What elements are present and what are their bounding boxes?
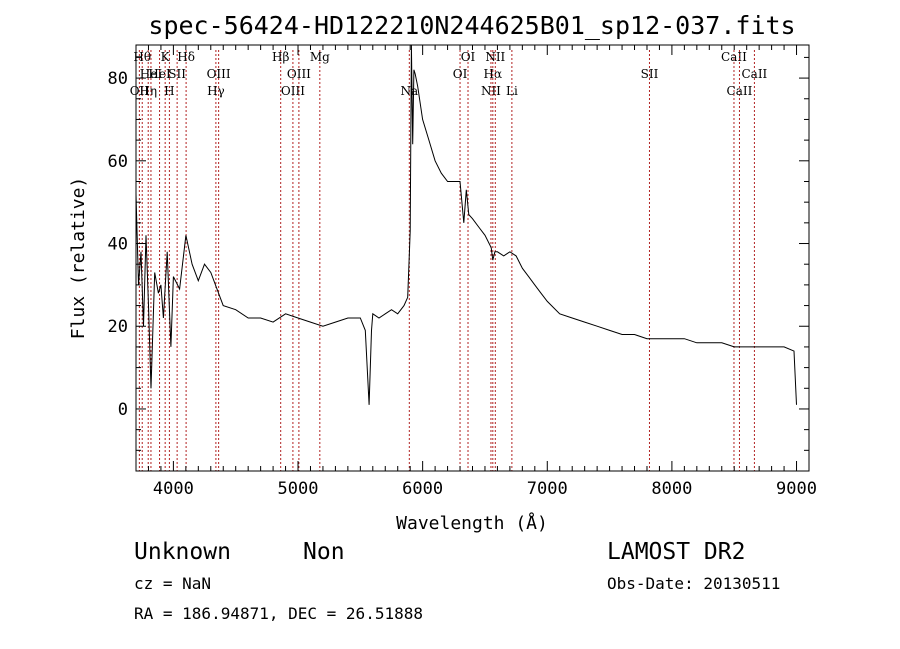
y-tick-label: 20 bbox=[108, 317, 128, 337]
obs-date: Obs-Date: 20130511 bbox=[607, 574, 780, 593]
spectral-line-label: OI bbox=[453, 67, 468, 81]
spectral-line-label: SII bbox=[168, 67, 186, 81]
y-tick-label: 0 bbox=[118, 400, 128, 420]
subclass-label: Non bbox=[303, 539, 345, 565]
x-tick-label: 6000 bbox=[402, 479, 443, 499]
y-tick-label: 60 bbox=[108, 152, 128, 172]
y-tick-label: 80 bbox=[108, 69, 128, 89]
spectral-line-label: Li bbox=[506, 84, 518, 98]
spectral-line-label: OII bbox=[130, 84, 150, 98]
coordinates: RA = 186.94871, DEC = 26.51888 bbox=[134, 604, 423, 623]
spectral-line-label: Hγ bbox=[207, 84, 225, 98]
x-tick-label: 4000 bbox=[153, 479, 194, 499]
axis-ticks-layer: 4000 5000 6000 7000 8000 9000 0 20 40 60 80 bbox=[108, 45, 817, 499]
x-tick-label: 8000 bbox=[651, 479, 692, 499]
spectrum-layer bbox=[135, 44, 797, 405]
plot-frame bbox=[135, 44, 810, 472]
y-axis-label: Flux (relative) bbox=[68, 177, 89, 340]
x-tick-label: 7000 bbox=[527, 479, 568, 499]
spectral-line-label: OI bbox=[461, 50, 476, 64]
survey-label: LAMOST DR2 bbox=[607, 539, 745, 565]
redshift-cz: cz = NaN bbox=[134, 574, 211, 593]
x-tick-label: 5000 bbox=[278, 479, 319, 499]
spectral-line-label: Mg bbox=[310, 50, 330, 64]
x-tick-label: 9000 bbox=[776, 479, 817, 499]
spectral-line-label: Hβ bbox=[272, 50, 289, 64]
spectrum-series-line bbox=[135, 44, 797, 405]
spectral-line-label: NII bbox=[481, 84, 501, 98]
spectral-line-label: HeI bbox=[140, 67, 163, 81]
spectral-line-label: Hθ bbox=[133, 50, 151, 64]
y-tick-label: 40 bbox=[108, 235, 128, 255]
spectral-line-label: NII bbox=[485, 50, 505, 64]
spectral-line-label: Hα bbox=[484, 67, 503, 81]
spectral-line-label: Na bbox=[400, 84, 418, 98]
class-label: Unknown bbox=[134, 539, 231, 565]
spectral-line-label: CaII bbox=[727, 84, 753, 98]
spectral-lines-layer: OIIHθHηHeIHeIKHSIIHδHγOIIIHβOIIIOIIIMgNa… bbox=[130, 50, 768, 471]
spectral-line-label: OIII bbox=[287, 67, 311, 81]
spectral-line-label: H bbox=[164, 84, 174, 98]
spectral-line-label: CaII bbox=[721, 50, 747, 64]
spectral-line-label: Hδ bbox=[177, 50, 195, 64]
spectral-line-label: CaII bbox=[741, 67, 767, 81]
spectral-line-label: OIII bbox=[207, 67, 231, 81]
spectral-line-label: OIII bbox=[281, 84, 305, 98]
spectral-line-label: K bbox=[161, 50, 171, 64]
chart-title: spec-56424-HD122210N244625B01_sp12-037.f… bbox=[148, 11, 795, 40]
spectral-line-label: SII bbox=[641, 67, 659, 81]
x-axis-label: Wavelength (Å) bbox=[396, 512, 548, 534]
spectral-line-label: Hη bbox=[139, 84, 157, 98]
